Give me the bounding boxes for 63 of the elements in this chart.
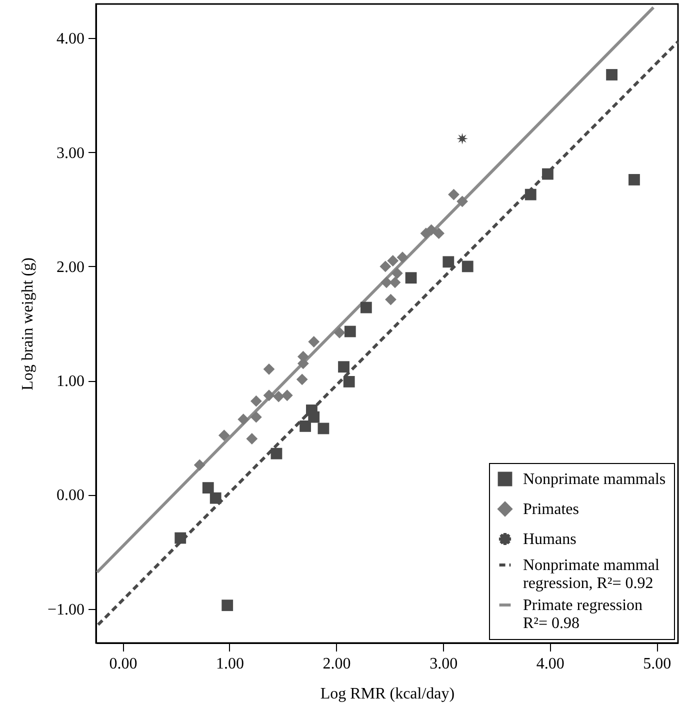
y-tick-label: 0.00: [56, 487, 84, 504]
x-axis-title: Log RMR (kcal/day): [320, 686, 455, 702]
point: [389, 276, 401, 288]
point: [628, 174, 640, 186]
x-tick-label: 4.00: [536, 656, 564, 672]
x-tick-label: 5.00: [643, 656, 672, 672]
y-tick-label: 2.00: [56, 258, 84, 276]
x-tick-label: 1.00: [216, 656, 244, 672]
y-tick-label: 1.00: [56, 373, 84, 390]
point: [250, 395, 262, 407]
point: [250, 411, 262, 423]
point: [426, 224, 438, 236]
point: [308, 336, 320, 348]
point: [238, 414, 250, 426]
point: [263, 390, 275, 402]
legend-label: Primates: [523, 501, 579, 518]
legend-label: Nonprimate mammal regression, R²= 0.92: [523, 557, 660, 592]
point: [433, 228, 444, 240]
y-tick-label: −1.00: [47, 601, 84, 618]
point: [456, 132, 468, 144]
point: [222, 600, 234, 612]
point: [462, 260, 474, 272]
point: [344, 326, 356, 338]
point: [391, 268, 403, 279]
point: [360, 302, 372, 314]
point: [308, 411, 320, 423]
point: [456, 196, 468, 208]
point: [542, 168, 554, 180]
legend-label: Primate regression R²= 0.98: [523, 597, 643, 632]
x-tick-label: 0.00: [109, 656, 138, 672]
y-tick-label: 4.00: [56, 30, 84, 48]
y-tick-label: 3.00: [56, 144, 84, 162]
y-axis-title: Log brain weight (g): [19, 258, 36, 390]
point: [300, 420, 312, 432]
point: [218, 430, 230, 442]
point: [194, 459, 206, 471]
point: [174, 532, 186, 544]
point: [318, 422, 330, 434]
point: [396, 252, 408, 264]
point: [263, 363, 275, 375]
x-tick-label: 3.00: [430, 656, 458, 672]
point: [385, 294, 396, 306]
point: [343, 376, 355, 388]
point: [448, 188, 460, 200]
point: [246, 433, 258, 444]
legend-label: Nonprimate mammals: [523, 471, 666, 488]
legend-label: Humans: [523, 531, 576, 548]
point: [202, 482, 214, 494]
point: [296, 374, 308, 386]
point: [338, 361, 350, 373]
point: [380, 260, 392, 272]
x-tick-label: 2.00: [322, 656, 351, 672]
point: [606, 69, 618, 80]
point: [524, 188, 536, 200]
point: [334, 326, 346, 338]
point: [270, 448, 282, 460]
point: [281, 390, 293, 402]
point: [380, 276, 392, 288]
point: [405, 272, 417, 284]
point: [442, 256, 454, 268]
point: [272, 390, 284, 402]
point: [210, 492, 222, 504]
point: [387, 255, 399, 266]
